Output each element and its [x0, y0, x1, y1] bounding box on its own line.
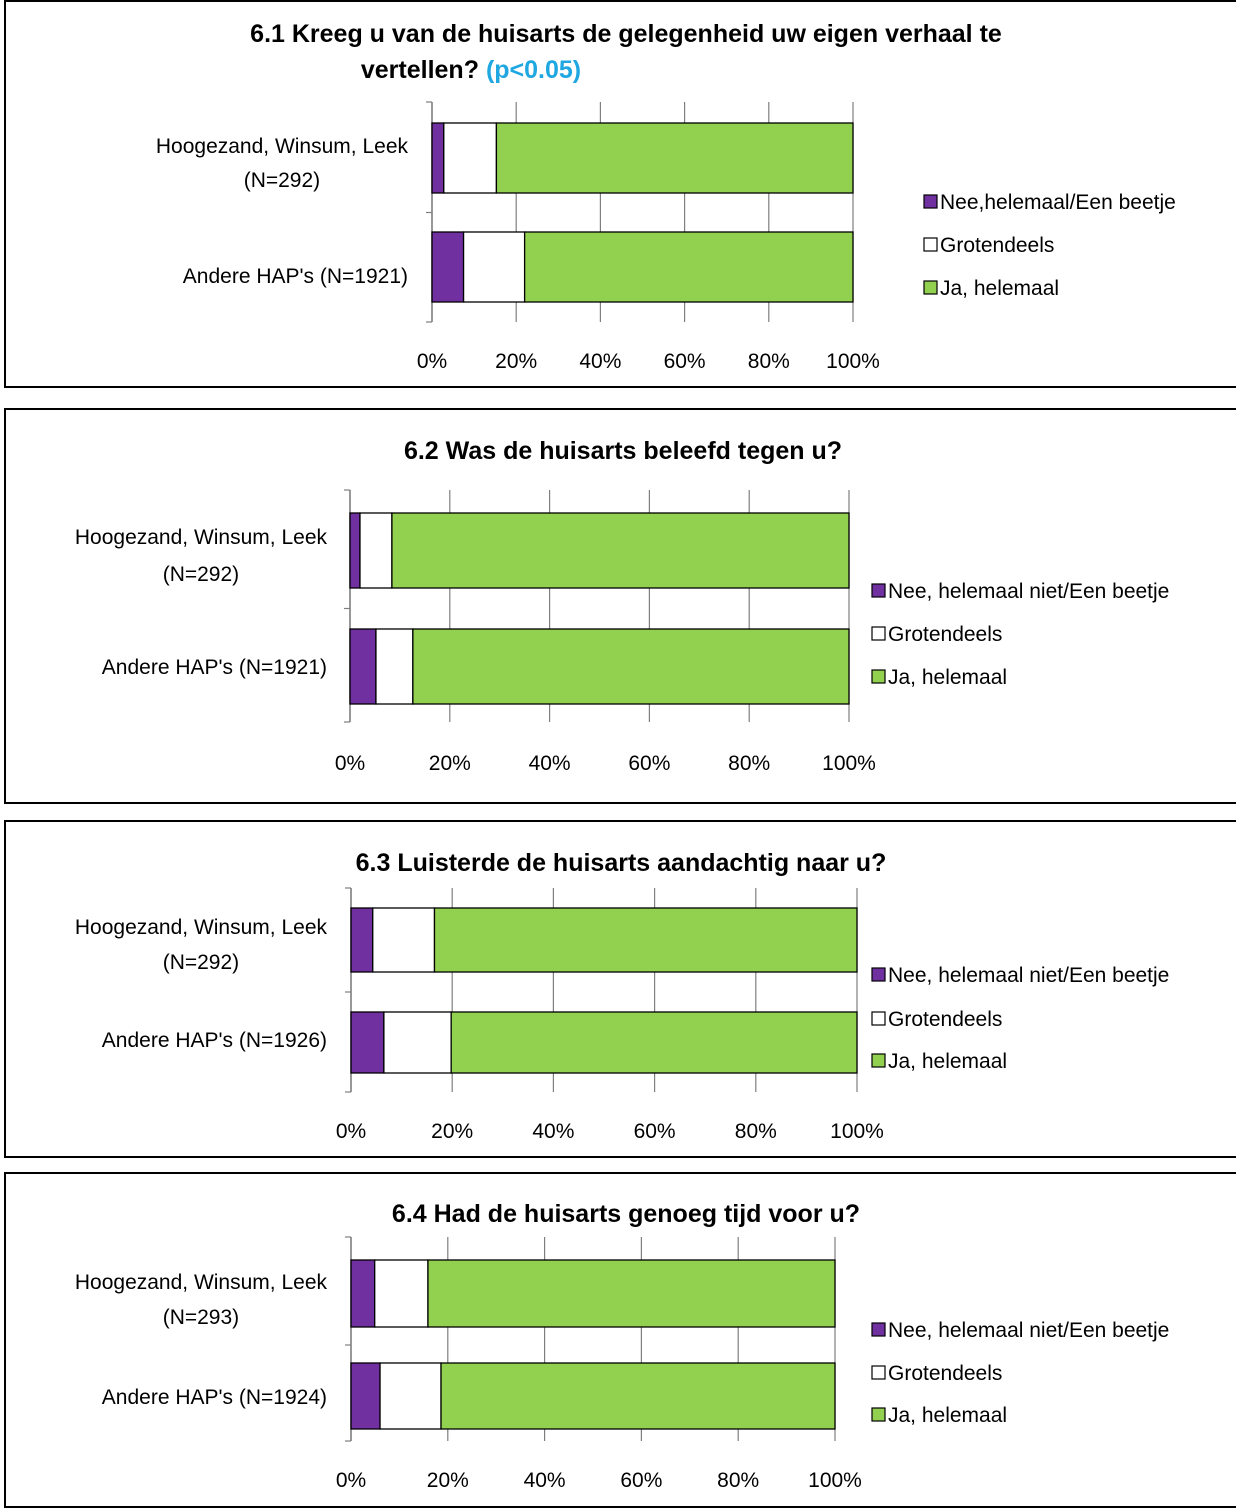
category-label: Andere HAP's (N=1924): [102, 1386, 327, 1409]
x-tick-label: 40%: [524, 1469, 566, 1492]
legend-swatch-nee-helemaal-een-beetje: [923, 194, 938, 209]
bar-nee-helemaal-niet-een-beetje-hoogezand: [349, 512, 361, 589]
x-tick-label: 80%: [728, 752, 770, 775]
legend-swatch-nee-helemaal-niet-een-beetje: [871, 1322, 886, 1337]
legend-label: Nee, helemaal niet/Een beetje: [888, 1319, 1169, 1342]
bar-grotendeels-hoogezand: [359, 512, 393, 589]
x-tick-label: 80%: [735, 1120, 777, 1143]
legend-label: Grotendeels: [888, 1362, 1002, 1385]
category-label: Hoogezand, Winsum, Leek: [75, 526, 328, 549]
x-tick-label: 0%: [417, 350, 447, 373]
x-tick-label: 80%: [748, 350, 790, 373]
x-tick-label: 0%: [335, 752, 365, 775]
legend-label: Ja, helemaal: [888, 1050, 1007, 1073]
bar-nee-helemaal-een-beetje-hoogezand: [431, 122, 445, 194]
bar-grotendeels-andere: [462, 231, 526, 303]
legend-label: Nee, helemaal niet/Een beetje: [888, 580, 1169, 603]
chart-title: 6.2 Was de huisarts beleefd tegen u?: [404, 437, 842, 465]
chart-title-line2: vertellen? (p<0.05): [361, 56, 581, 84]
bar-grotendeels-hoogezand: [443, 122, 498, 194]
bar-grotendeels-andere: [379, 1362, 442, 1430]
x-tick-label: 60%: [634, 1120, 676, 1143]
legend-swatch-ja-helemaal: [871, 1407, 886, 1422]
chart-svg: 6.2 Was de huisarts beleefd tegen u? Hoo…: [75, 437, 1170, 775]
bar-ja-helemaal-hoogezand: [391, 512, 850, 589]
bar-ja-helemaal-hoogezand: [495, 122, 854, 194]
chart-panel-6-1: 6.1 Kreeg u van de huisarts de gelegenhe…: [4, 0, 1236, 388]
bar-nee-helemaal-niet-een-beetje-hoogezand: [350, 907, 374, 973]
chart-title: 6.4 Had de huisarts genoeg tijd voor u?: [392, 1200, 860, 1228]
bar-ja-helemaal-andere: [523, 231, 854, 303]
bar-ja-helemaal-hoogezand: [433, 907, 858, 973]
chart-panel-6-4: 6.4 Had de huisarts genoeg tijd voor u? …: [4, 1172, 1236, 1508]
x-tick-label: 40%: [579, 350, 621, 373]
x-tick-label: 60%: [620, 1469, 662, 1492]
legend-label: Nee,helemaal/Een beetje: [940, 191, 1176, 214]
x-tick-label: 0%: [336, 1469, 366, 1492]
x-tick-label: 80%: [717, 1469, 759, 1492]
chart-svg: 6.4 Had de huisarts genoeg tijd voor u? …: [75, 1200, 1170, 1492]
legend-label: Grotendeels: [888, 1008, 1002, 1031]
x-tick-label: 20%: [495, 350, 537, 373]
bar-grotendeels-hoogezand: [372, 907, 436, 973]
x-tick-label: 60%: [628, 752, 670, 775]
bar-grotendeels-hoogezand: [374, 1259, 429, 1328]
legend-swatch-grotendeels: [871, 626, 886, 641]
x-tick-label: 60%: [664, 350, 706, 373]
legend-swatch-nee-helemaal-niet-een-beetje: [871, 583, 886, 598]
bar-nee-helemaal-een-beetje-andere: [431, 231, 465, 303]
x-tick-label: 0%: [336, 1120, 366, 1143]
legend-swatch-grotendeels: [871, 1011, 886, 1026]
bar-nee-helemaal-niet-een-beetje-andere: [349, 628, 377, 705]
bar-ja-helemaal-hoogezand: [427, 1259, 836, 1328]
x-tick-label: 100%: [830, 1120, 884, 1143]
category-label: Andere HAP's (N=1921): [102, 656, 327, 679]
bar-grotendeels-andere: [383, 1011, 452, 1074]
p-value-note: (p<0.05): [486, 56, 581, 84]
chart-svg: 6.3 Luisterde de huisarts aandachtig naa…: [75, 849, 1170, 1143]
legend-label: Ja, helemaal: [940, 277, 1059, 300]
category-label: Hoogezand, Winsum, Leek: [75, 1271, 328, 1294]
legend-swatch-ja-helemaal: [923, 280, 938, 295]
x-tick-label: 20%: [427, 1469, 469, 1492]
legend-swatch-grotendeels: [923, 237, 938, 252]
x-tick-label: 40%: [529, 752, 571, 775]
legend-swatch-grotendeels: [871, 1365, 886, 1380]
bar-ja-helemaal-andere: [450, 1011, 858, 1074]
chart-svg: 6.1 Kreeg u van de huisarts de gelegenhe…: [156, 20, 1176, 373]
chart-title: 6.3 Luisterde de huisarts aandachtig naa…: [356, 849, 887, 877]
chart-panel-6-3: 6.3 Luisterde de huisarts aandachtig naa…: [4, 820, 1236, 1158]
bar-nee-helemaal-niet-een-beetje-andere: [350, 1011, 385, 1074]
x-tick-label: 40%: [532, 1120, 574, 1143]
chart-title-line1: 6.1 Kreeg u van de huisarts de gelegenhe…: [250, 20, 1002, 48]
legend-label: Ja, helemaal: [888, 666, 1007, 689]
category-label: Andere HAP's (N=1921): [183, 265, 408, 288]
x-tick-label: 100%: [808, 1469, 862, 1492]
category-label: Hoogezand, Winsum, Leek: [156, 135, 409, 158]
category-label: (N=293): [163, 1306, 239, 1329]
legend-label: Grotendeels: [888, 623, 1002, 646]
legend-label: Nee, helemaal niet/Een beetje: [888, 964, 1169, 987]
x-tick-label: 100%: [826, 350, 880, 373]
bar-grotendeels-andere: [375, 628, 414, 705]
category-label: Andere HAP's (N=1926): [102, 1029, 327, 1052]
category-label: (N=292): [163, 951, 239, 974]
legend-swatch-ja-helemaal: [871, 1053, 886, 1068]
bar-nee-helemaal-niet-een-beetje-andere: [350, 1362, 381, 1430]
category-label: Hoogezand, Winsum, Leek: [75, 916, 328, 939]
chart-panel-6-2: 6.2 Was de huisarts beleefd tegen u? Hoo…: [4, 408, 1236, 804]
x-tick-label: 20%: [429, 752, 471, 775]
x-tick-label: 100%: [822, 752, 876, 775]
bar-ja-helemaal-andere: [440, 1362, 836, 1430]
bar-ja-helemaal-andere: [412, 628, 850, 705]
category-label: (N=292): [163, 563, 239, 586]
bar-nee-helemaal-niet-een-beetje-hoogezand: [350, 1259, 376, 1328]
category-label: (N=292): [244, 169, 320, 192]
x-tick-label: 20%: [431, 1120, 473, 1143]
legend-swatch-ja-helemaal: [871, 669, 886, 684]
legend-swatch-nee-helemaal-niet-een-beetje: [871, 967, 886, 982]
legend-label: Grotendeels: [940, 234, 1054, 257]
legend-label: Ja, helemaal: [888, 1404, 1007, 1427]
